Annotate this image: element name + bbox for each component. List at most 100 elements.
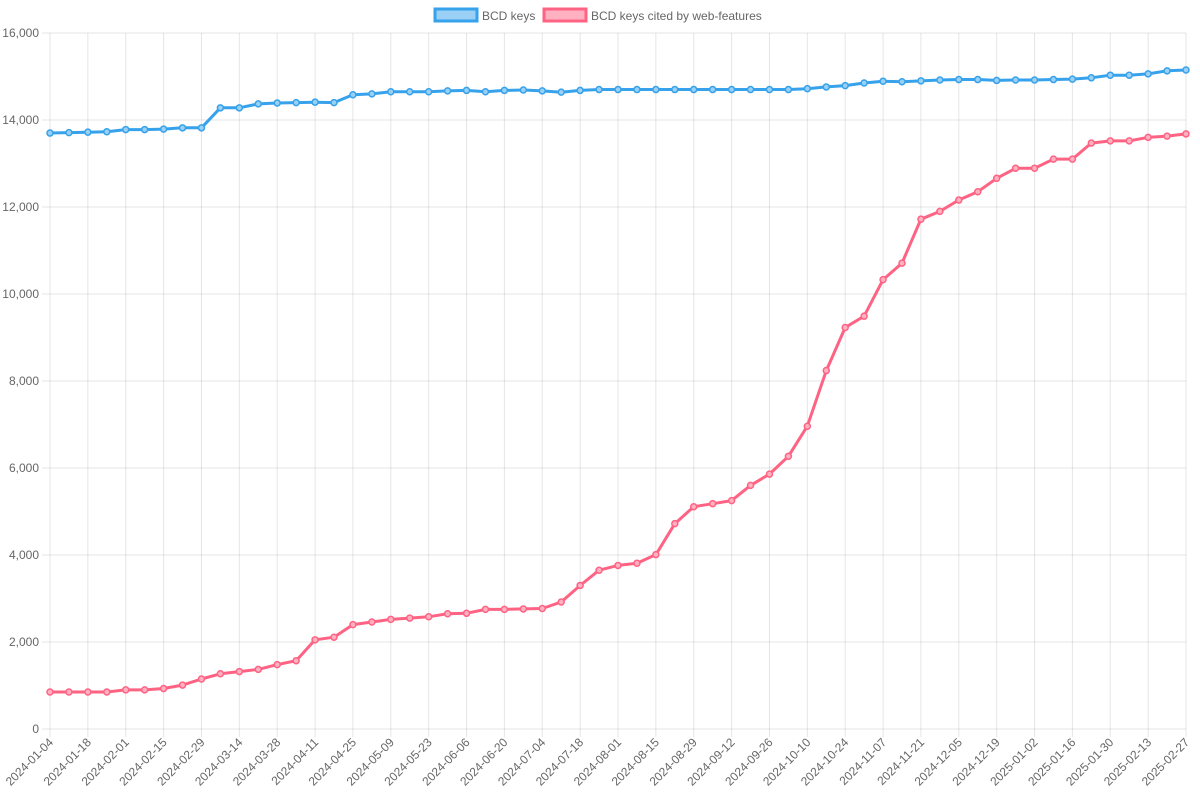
- data-point[interactable]: [822, 366, 831, 375]
- data-point[interactable]: [992, 76, 1001, 85]
- data-point[interactable]: [424, 87, 433, 96]
- data-point[interactable]: [576, 86, 584, 95]
- data-point[interactable]: [898, 77, 906, 86]
- data-point[interactable]: [917, 77, 925, 85]
- data-point[interactable]: [652, 550, 660, 559]
- data-point[interactable]: [46, 688, 54, 696]
- data-point[interactable]: [462, 86, 471, 95]
- data-point[interactable]: [917, 215, 925, 223]
- data-point[interactable]: [159, 125, 168, 133]
- data-point[interactable]: [879, 77, 887, 86]
- data-point[interactable]: [633, 559, 641, 568]
- data-point[interactable]: [1182, 66, 1190, 74]
- data-point[interactable]: [46, 129, 54, 137]
- data-point[interactable]: [614, 561, 622, 570]
- data-point[interactable]: [765, 85, 774, 94]
- data-point[interactable]: [936, 207, 944, 216]
- data-point[interactable]: [538, 604, 547, 613]
- data-point[interactable]: [973, 188, 982, 196]
- data-point[interactable]: [330, 98, 338, 107]
- data-point[interactable]: [1144, 133, 1152, 142]
- data-point[interactable]: [936, 76, 944, 84]
- data-point[interactable]: [443, 609, 452, 618]
- data-point[interactable]: [235, 667, 244, 676]
- data-point[interactable]: [784, 85, 793, 94]
- data-point[interactable]: [1087, 74, 1096, 82]
- data-point[interactable]: [368, 618, 376, 626]
- data-point[interactable]: [519, 605, 528, 613]
- data-point[interactable]: [822, 83, 831, 91]
- data-point[interactable]: [387, 615, 395, 624]
- data-point[interactable]: [746, 85, 755, 94]
- data-point[interactable]: [311, 98, 319, 106]
- data-point[interactable]: [955, 196, 963, 204]
- legend-swatch-bcd-keys[interactable]: [433, 7, 479, 23]
- data-point[interactable]: [765, 470, 774, 478]
- data-point[interactable]: [387, 87, 395, 96]
- data-point[interactable]: [803, 84, 812, 93]
- data-point[interactable]: [746, 481, 755, 490]
- data-point[interactable]: [689, 85, 698, 94]
- data-point[interactable]: [292, 656, 300, 665]
- data-point[interactable]: [500, 86, 509, 95]
- data-point[interactable]: [955, 75, 963, 84]
- data-point[interactable]: [500, 605, 509, 614]
- data-point[interactable]: [708, 85, 717, 94]
- data-point[interactable]: [860, 79, 868, 87]
- data-point[interactable]: [311, 636, 319, 644]
- data-point[interactable]: [841, 81, 849, 90]
- data-point[interactable]: [1163, 67, 1171, 75]
- data-point[interactable]: [273, 660, 281, 669]
- data-point[interactable]: [349, 91, 357, 99]
- data-point[interactable]: [121, 686, 130, 694]
- data-point[interactable]: [727, 496, 736, 505]
- data-point[interactable]: [443, 87, 452, 95]
- data-point[interactable]: [405, 87, 414, 96]
- data-point[interactable]: [254, 100, 263, 108]
- data-point[interactable]: [216, 104, 225, 112]
- data-point[interactable]: [689, 502, 698, 511]
- data-point[interactable]: [292, 98, 300, 107]
- data-point[interactable]: [330, 633, 338, 641]
- data-point[interactable]: [633, 85, 641, 94]
- data-point[interactable]: [1182, 130, 1190, 138]
- data-point[interactable]: [727, 85, 736, 94]
- data-point[interactable]: [538, 87, 547, 95]
- data-point[interactable]: [405, 614, 414, 622]
- data-point[interactable]: [557, 598, 565, 606]
- data-point[interactable]: [898, 259, 906, 267]
- data-point[interactable]: [1030, 76, 1039, 84]
- data-point[interactable]: [1087, 139, 1096, 147]
- legend-swatch-bcd-keys-cited[interactable]: [542, 7, 588, 23]
- data-point[interactable]: [462, 609, 471, 618]
- data-point[interactable]: [992, 174, 1001, 183]
- data-point[interactable]: [1106, 71, 1115, 79]
- data-point[interactable]: [368, 90, 376, 98]
- data-point[interactable]: [595, 566, 603, 574]
- data-point[interactable]: [159, 684, 168, 693]
- data-point[interactable]: [652, 85, 660, 94]
- data-point[interactable]: [860, 312, 868, 320]
- data-point[interactable]: [273, 99, 281, 107]
- data-point[interactable]: [481, 87, 490, 96]
- data-point[interactable]: [65, 128, 73, 137]
- data-point[interactable]: [84, 128, 92, 136]
- data-point[interactable]: [841, 323, 849, 332]
- data-point[interactable]: [1125, 71, 1133, 79]
- data-point[interactable]: [614, 85, 622, 94]
- data-point[interactable]: [178, 681, 187, 689]
- data-point[interactable]: [103, 688, 111, 696]
- data-point[interactable]: [1163, 132, 1171, 140]
- data-point[interactable]: [1125, 137, 1133, 145]
- data-point[interactable]: [879, 275, 887, 284]
- data-point[interactable]: [65, 688, 73, 696]
- data-point[interactable]: [519, 86, 528, 94]
- data-point[interactable]: [254, 665, 263, 674]
- legend-label-bcd-keys-cited[interactable]: BCD keys cited by web-features: [591, 9, 762, 23]
- data-point[interactable]: [576, 581, 584, 590]
- data-point[interactable]: [1011, 76, 1020, 84]
- data-point[interactable]: [595, 85, 603, 94]
- data-point[interactable]: [140, 125, 149, 134]
- data-point[interactable]: [197, 675, 206, 683]
- data-point[interactable]: [671, 519, 679, 528]
